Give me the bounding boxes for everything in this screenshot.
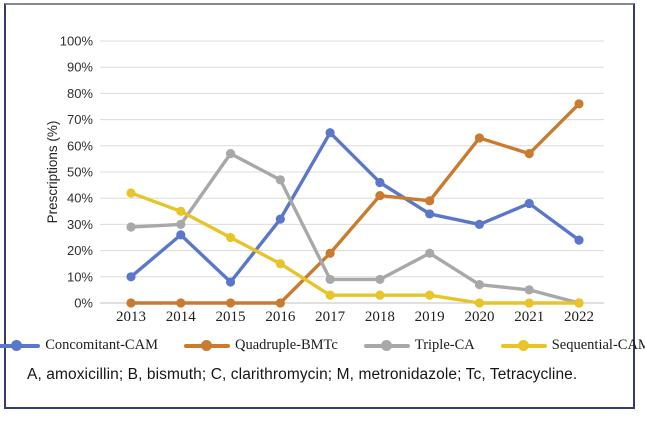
- legend-label: Triple-CA: [414, 337, 475, 353]
- legend-label: Quadruple-BMTc: [234, 337, 338, 353]
- y-tick-label: 50%: [67, 165, 93, 180]
- series-line-triple-ca: [129, 151, 581, 305]
- y-tick-label: 30%: [67, 217, 93, 232]
- data-point-quadruple-bmtc[interactable]: [375, 190, 385, 201]
- legend-dot: [380, 340, 392, 351]
- legend-label: Concomitant-CAM: [45, 337, 158, 353]
- data-point-concomitant-cam[interactable]: [325, 128, 335, 138]
- data-point-sequential-cam[interactable]: [176, 206, 186, 216]
- data-point-quadruple-bmtc[interactable]: [574, 99, 584, 109]
- y-tick-label: 80%: [67, 86, 93, 101]
- x-tick-label: 2018: [365, 309, 395, 325]
- data-point-sequential-cam[interactable]: [225, 232, 236, 243]
- data-point-quadruple-bmtc[interactable]: [524, 149, 534, 159]
- data-point-concomitant-cam[interactable]: [275, 214, 285, 224]
- data-point-concomitant-cam[interactable]: [574, 235, 584, 245]
- legend-item-triple-ca[interactable]: Triple-CA: [363, 337, 475, 354]
- line-chart: 0% 10% 20% 30% 40% 50% 60% 70% 80% 90% 100% Prescri…: [45, 34, 604, 325]
- data-point-concomitant-cam[interactable]: [425, 209, 435, 219]
- data-point-triple-ca[interactable]: [176, 219, 186, 229]
- data-point-sequential-cam[interactable]: [325, 290, 335, 300]
- legend-item-quadruple-bmtc[interactable]: Quadruple-BMTc: [183, 337, 338, 354]
- data-point-sequential-cam[interactable]: [375, 290, 385, 300]
- data-point-concomitant-cam[interactable]: [474, 219, 485, 229]
- data-point-quadruple-bmtc[interactable]: [275, 298, 285, 308]
- legend-item-concomitant-cam[interactable]: Concomitant-CAM: [0, 337, 158, 354]
- legend-dot: [11, 340, 23, 351]
- data-point-quadruple-bmtc[interactable]: [425, 196, 435, 206]
- series-line-quadruple-bmtc: [129, 102, 581, 305]
- y-tick-label: 10%: [67, 269, 93, 284]
- data-point-sequential-cam[interactable]: [275, 259, 285, 269]
- x-tick-label: 2017: [315, 309, 346, 325]
- data-point-sequential-cam[interactable]: [126, 188, 136, 198]
- x-tick-label: 2022: [564, 309, 594, 325]
- data-point-triple-ca[interactable]: [275, 175, 285, 185]
- x-tick-label: 2020: [464, 309, 494, 325]
- y-axis-title: Prescriptions (%): [45, 121, 60, 224]
- data-point-concomitant-cam[interactable]: [225, 277, 236, 287]
- legend-label: Sequential-CAM: [551, 337, 645, 353]
- x-tick-label: 2016: [265, 309, 296, 325]
- y-tick-label: 60%: [67, 138, 93, 153]
- data-point-concomitant-cam[interactable]: [176, 230, 186, 240]
- series-line-sequential-cam: [129, 191, 581, 305]
- data-point-triple-ca[interactable]: [126, 222, 136, 232]
- x-tick-label: 2013: [116, 309, 146, 325]
- data-point-quadruple-bmtc[interactable]: [225, 298, 236, 308]
- series-line-concomitant-cam: [129, 130, 581, 284]
- data-point-sequential-cam[interactable]: [474, 298, 485, 308]
- data-point-triple-ca[interactable]: [524, 285, 534, 295]
- data-point-concomitant-cam[interactable]: [375, 177, 385, 188]
- data-point-triple-ca[interactable]: [474, 280, 485, 290]
- y-tick-label: 90%: [67, 60, 93, 75]
- legend-dot: [517, 340, 529, 351]
- data-point-sequential-cam[interactable]: [524, 298, 534, 308]
- data-point-triple-ca[interactable]: [325, 274, 335, 285]
- x-tick-label: 2021: [514, 309, 544, 325]
- legend-line-dot-icon: [0, 340, 41, 351]
- x-tick-label: 2014: [166, 309, 197, 325]
- legend-line-dot-icon: [500, 340, 547, 351]
- x-tick-label: 2015: [216, 309, 246, 325]
- data-point-quadruple-bmtc[interactable]: [176, 298, 186, 308]
- x-tick-label: 2019: [415, 309, 445, 325]
- data-point-triple-ca[interactable]: [425, 248, 435, 258]
- data-point-triple-ca[interactable]: [375, 274, 385, 285]
- data-point-quadruple-bmtc[interactable]: [474, 133, 485, 143]
- data-point-sequential-cam[interactable]: [425, 290, 435, 300]
- y-tick-label: 0%: [74, 296, 93, 311]
- data-point-concomitant-cam[interactable]: [126, 272, 136, 282]
- data-point-concomitant-cam[interactable]: [524, 198, 534, 209]
- abbreviation-footnote: A, amoxicillin; B, bismuth; C, clarithro…: [27, 366, 578, 383]
- legend-dot: [200, 340, 212, 351]
- y-tick-label: 20%: [67, 243, 93, 258]
- data-point-triple-ca[interactable]: [225, 149, 236, 159]
- data-point-quadruple-bmtc[interactable]: [126, 298, 136, 308]
- y-tick-label: 100%: [60, 34, 94, 49]
- legend-line-dot-icon: [183, 340, 230, 351]
- y-tick-label: 70%: [67, 112, 93, 127]
- legend-line-dot-icon: [363, 340, 410, 351]
- data-point-sequential-cam[interactable]: [574, 298, 584, 308]
- data-point-quadruple-bmtc[interactable]: [325, 248, 335, 258]
- y-tick-label: 40%: [67, 191, 93, 206]
- chart-legend: Concomitant-CAM Quadruple-BMTc Triple-CA Se…: [0, 337, 645, 354]
- legend-item-sequential-cam[interactable]: Sequential-CAM: [500, 337, 645, 354]
